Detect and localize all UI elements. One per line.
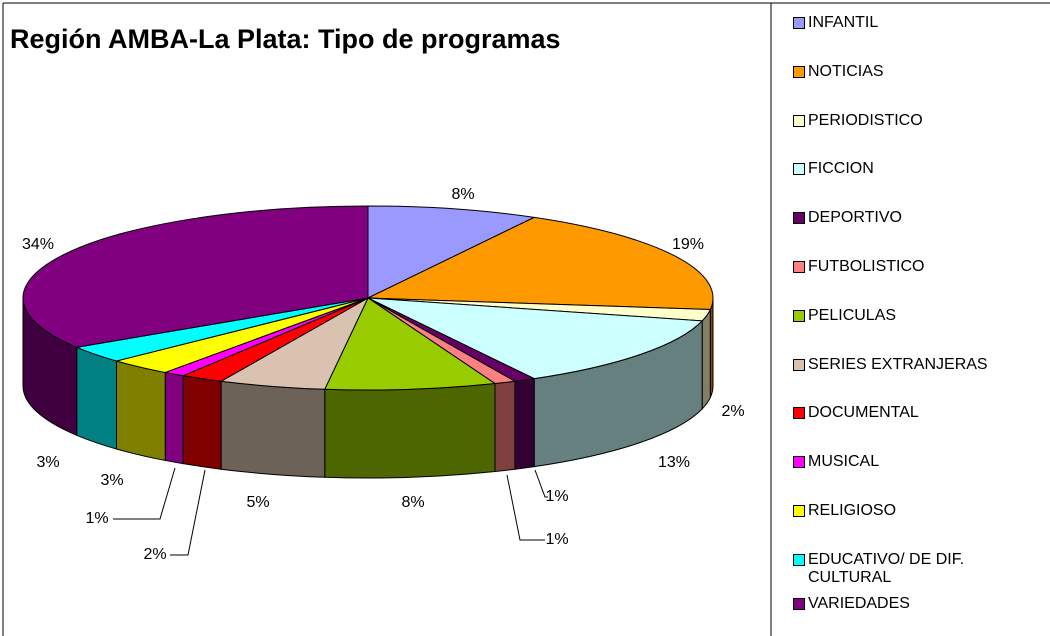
data-label: 5% <box>246 494 269 511</box>
legend-item: DOCUMENTAL <box>793 404 1033 422</box>
legend-label: NOTICIAS <box>808 62 884 80</box>
legend-swatch <box>793 553 805 566</box>
legend-label: PELICULAS <box>808 306 897 324</box>
pie-slice <box>323 297 497 391</box>
pie-wall <box>164 371 184 465</box>
leader-line <box>170 469 206 556</box>
legend-item: RELIGIOSO <box>793 502 1033 520</box>
leader-line <box>534 469 548 498</box>
legend-item: INFANTIL <box>793 14 1033 32</box>
legend-label: RELIGIOSO <box>808 502 897 519</box>
legend-swatch <box>793 212 805 225</box>
legend-item: FICCION <box>793 160 1033 178</box>
legend-label: INFANTIL <box>808 14 879 31</box>
legend-swatch <box>793 17 805 29</box>
data-label: 19% <box>672 236 704 253</box>
legend-label: FICCION <box>808 160 874 178</box>
legend-item: NOTICIAS <box>793 63 1033 81</box>
legend-label: DEPORTIVO <box>808 209 902 227</box>
pie-slice <box>367 216 714 311</box>
pie-wall <box>76 346 118 450</box>
legend-swatch <box>793 505 805 517</box>
legend-item: PERIODISTICO <box>793 112 1033 130</box>
legend-swatch <box>793 456 805 469</box>
data-label: 8% <box>401 494 424 511</box>
legend-swatch <box>793 358 805 371</box>
legend-swatch <box>793 163 805 176</box>
leader-line <box>506 474 545 541</box>
leader-line <box>113 467 176 520</box>
legend-item: MUSICAL <box>793 453 1033 471</box>
data-label: 1% <box>85 510 108 527</box>
data-label: 1% <box>545 531 568 548</box>
legend-label: PERIODISTICO <box>808 111 923 129</box>
legend-swatch <box>793 65 805 78</box>
pie-wall <box>514 378 535 470</box>
legend-swatch <box>793 261 805 273</box>
legend-label: SERIES EXTRANJERAS <box>808 355 988 373</box>
data-label: 13% <box>658 454 690 471</box>
data-label: 2% <box>143 546 166 563</box>
pie-wall <box>220 380 326 478</box>
legend-label: VARIEDADES <box>808 595 910 612</box>
legend-swatch <box>793 309 805 322</box>
pie-slice <box>22 205 369 348</box>
legend-label: MUSICAL <box>808 453 880 471</box>
data-label: 3% <box>36 454 59 471</box>
pie-wall <box>494 380 516 473</box>
chart-title: Región AMBA-La Plata: Tipo de programas <box>10 24 561 54</box>
data-label: 34% <box>22 236 54 253</box>
legend-label: EDUCATIVO/ DE DIF. CULTURAL <box>808 550 965 586</box>
legend-item: SERIES EXTRANJERAS <box>793 356 1033 374</box>
pie-slice <box>367 205 536 299</box>
legend-item: EDUCATIVO/ DE DIF. CULTURAL <box>793 551 1033 587</box>
pie-wall <box>182 375 222 470</box>
legend-swatch <box>793 598 805 610</box>
legend-swatch <box>793 407 805 420</box>
data-label: 2% <box>721 403 744 420</box>
pie-slice <box>367 297 704 380</box>
legend-label: DOCUMENTAL <box>808 404 919 422</box>
legend-swatch <box>793 114 805 127</box>
legend-item: FUTBOLISTICO <box>793 258 1033 276</box>
pie-wall <box>116 360 166 462</box>
legend-item: DEPORTIVO <box>793 209 1033 227</box>
data-label: 1% <box>545 488 568 505</box>
pie-wall <box>324 382 496 479</box>
legend-label: FUTBOLISTICO <box>808 258 925 275</box>
data-label: 8% <box>451 186 474 203</box>
data-label: 3% <box>100 472 123 489</box>
legend-item: PELICULAS <box>793 307 1033 325</box>
legend-item: VARIEDADES <box>793 595 1033 613</box>
pie-wall <box>701 309 711 411</box>
